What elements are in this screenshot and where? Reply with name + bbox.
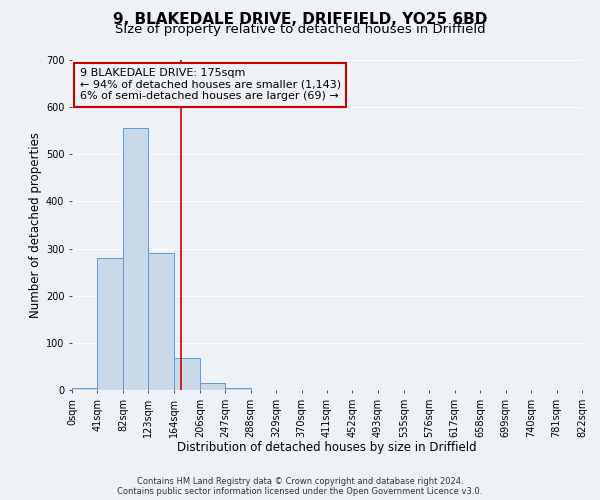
Bar [123,128,148,390]
Y-axis label: Number of detached properties: Number of detached properties [29,132,41,318]
Text: 9 BLAKEDALE DRIVE: 175sqm
← 94% of detached houses are smaller (1,143)
6% of sem: 9 BLAKEDALE DRIVE: 175sqm ← 94% of detac… [80,68,341,102]
X-axis label: Distribution of detached houses by size in Driffield: Distribution of detached houses by size … [177,441,477,454]
Text: Size of property relative to detached houses in Driffield: Size of property relative to detached ho… [115,22,485,36]
Text: 9, BLAKEDALE DRIVE, DRIFFIELD, YO25 6BD: 9, BLAKEDALE DRIVE, DRIFFIELD, YO25 6BD [113,12,487,28]
Bar [225,388,251,390]
Bar [97,258,123,390]
Bar [200,383,225,390]
Bar [174,358,200,390]
Bar [148,254,174,390]
Bar [72,388,97,390]
Text: Contains HM Land Registry data © Crown copyright and database right 2024.
Contai: Contains HM Land Registry data © Crown c… [118,476,482,496]
